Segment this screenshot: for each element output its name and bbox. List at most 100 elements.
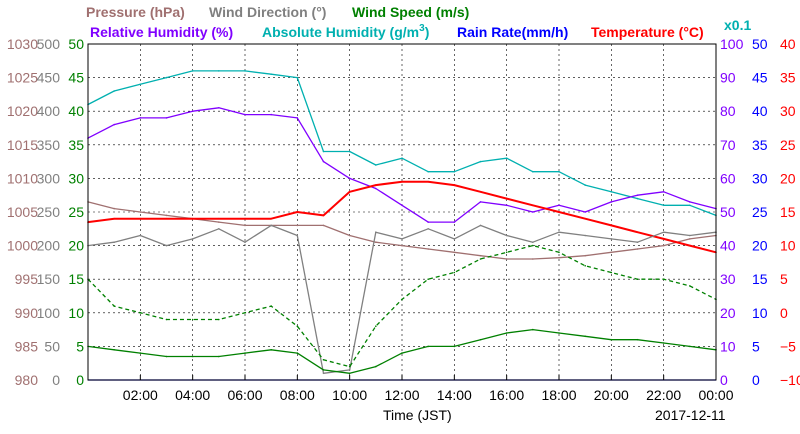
y-tick-wind-direction: 0 xyxy=(52,372,60,388)
point-pressure xyxy=(636,248,639,250)
point-wind-direction xyxy=(689,234,691,237)
series-line-wind-speed xyxy=(87,328,717,374)
y-tick-rain-rate: 40 xyxy=(752,103,768,119)
y-tick-wind-speed: 0 xyxy=(76,372,84,388)
x-tick-label: 14:00 xyxy=(437,387,472,403)
point-relative-humidity xyxy=(558,204,560,207)
point-temperature xyxy=(505,197,508,200)
point-wind-speed-gust xyxy=(584,265,586,267)
point-pressure xyxy=(375,241,377,243)
point-wind-direction xyxy=(139,234,142,237)
point-absolute-humidity xyxy=(427,170,430,173)
point-absolute-humidity xyxy=(348,150,351,153)
point-absolute-humidity xyxy=(479,160,482,163)
y-tick-relative-humidity: 60 xyxy=(720,170,736,186)
point-absolute-humidity xyxy=(610,191,613,193)
point-wind-speed-gust xyxy=(375,325,377,328)
point-wind-speed-gust xyxy=(636,278,639,281)
point-wind-direction xyxy=(532,241,534,243)
x-tick-label: 16:00 xyxy=(489,387,524,403)
point-pressure xyxy=(322,224,325,227)
point-relative-humidity xyxy=(348,177,351,180)
point-wind-speed xyxy=(610,338,613,341)
y-tick-rain-rate: 10 xyxy=(752,305,768,321)
y-tick-rain-rate: 35 xyxy=(752,137,768,153)
y-tick-rain-rate: 30 xyxy=(752,170,768,186)
x-tick-label: 18:00 xyxy=(541,387,576,403)
point-pressure xyxy=(348,234,351,237)
point-temperature xyxy=(270,217,273,220)
y-tick-wind-speed: 45 xyxy=(68,70,84,86)
y-tick-pressure: 1015 xyxy=(7,137,38,153)
y-tick-relative-humidity: 20 xyxy=(720,305,736,321)
point-relative-humidity xyxy=(218,107,220,109)
x-tick-label: 04:00 xyxy=(175,387,210,403)
y-tick-temperature: 10 xyxy=(780,238,796,254)
point-wind-speed-gust xyxy=(218,318,220,321)
y-tick-temperature: 30 xyxy=(780,103,796,119)
y-tick-pressure: 1025 xyxy=(7,70,38,86)
point-pressure xyxy=(401,244,403,247)
point-wind-speed xyxy=(584,335,586,338)
point-wind-direction xyxy=(610,238,613,240)
point-temperature xyxy=(636,231,639,233)
point-absolute-humidity xyxy=(139,83,142,86)
point-wind-speed xyxy=(427,345,430,348)
y-tick-wind-direction: 150 xyxy=(37,271,61,287)
y-tick-temperature: −10 xyxy=(780,372,800,388)
x-tick-label: 20:00 xyxy=(594,387,629,403)
point-relative-humidity xyxy=(610,201,613,203)
point-temperature xyxy=(348,191,351,193)
point-wind-direction xyxy=(375,231,377,233)
point-absolute-humidity xyxy=(558,170,560,173)
x-tick-label: 06:00 xyxy=(227,387,262,403)
y-tick-temperature: 0 xyxy=(780,305,788,321)
x-axis-label: Time (JST) xyxy=(383,407,452,423)
point-wind-speed xyxy=(689,345,691,348)
y-tick-rain-rate: 15 xyxy=(752,271,768,287)
point-wind-speed-gust xyxy=(348,365,351,368)
legend-rain-rate: Rain Rate(mm/h) xyxy=(457,24,568,40)
point-wind-speed-gust xyxy=(270,305,273,307)
y-tick-wind-direction: 500 xyxy=(37,36,61,52)
x-tick-label: 08:00 xyxy=(280,387,315,403)
point-relative-humidity xyxy=(296,117,299,119)
point-wind-speed xyxy=(479,338,482,341)
point-relative-humidity xyxy=(584,211,586,213)
y-tick-wind-speed: 35 xyxy=(68,137,84,153)
point-wind-speed-gust xyxy=(139,312,142,314)
point-wind-direction xyxy=(584,234,586,237)
point-pressure xyxy=(427,248,430,250)
point-pressure xyxy=(479,254,482,257)
point-absolute-humidity xyxy=(165,76,168,79)
point-absolute-humidity xyxy=(532,170,534,173)
point-relative-humidity xyxy=(636,194,639,196)
y-tick-relative-humidity: 10 xyxy=(720,338,736,354)
y-tick-relative-humidity: 0 xyxy=(720,372,728,388)
point-wind-direction xyxy=(505,234,508,237)
point-wind-speed xyxy=(296,352,299,354)
point-wind-speed-gust xyxy=(401,298,403,301)
y-tick-rain-rate: 20 xyxy=(752,238,768,254)
point-wind-speed-gust xyxy=(113,305,115,307)
point-absolute-humidity xyxy=(270,73,273,75)
y-tick-pressure: 995 xyxy=(15,271,39,287)
point-pressure xyxy=(453,251,456,254)
point-wind-direction xyxy=(558,231,560,233)
y-tick-relative-humidity: 40 xyxy=(720,238,736,254)
y-tick-wind-speed: 15 xyxy=(68,271,84,287)
x-tick-label: 12:00 xyxy=(384,387,419,403)
point-pressure xyxy=(505,258,508,260)
point-relative-humidity xyxy=(270,113,273,116)
point-relative-humidity xyxy=(401,204,403,207)
point-wind-speed-gust xyxy=(505,251,508,254)
point-wind-direction xyxy=(348,369,351,371)
point-wind-speed xyxy=(139,352,142,354)
point-wind-speed-gust xyxy=(165,318,168,321)
y-tick-rain-rate: 5 xyxy=(752,338,760,354)
point-temperature xyxy=(662,238,665,240)
point-absolute-humidity xyxy=(191,70,194,72)
point-wind-speed-gust xyxy=(479,258,482,260)
point-absolute-humidity xyxy=(322,150,325,153)
